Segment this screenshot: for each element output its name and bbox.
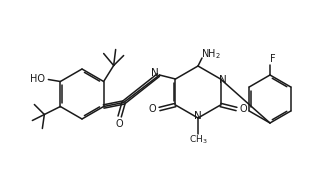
Text: F: F <box>270 54 276 64</box>
Text: O: O <box>116 119 124 128</box>
Text: O: O <box>240 104 247 114</box>
Text: N: N <box>194 111 202 121</box>
Text: O: O <box>149 104 156 114</box>
Text: CH$_3$: CH$_3$ <box>189 134 207 146</box>
Text: HO: HO <box>30 74 45 85</box>
Text: NH$_2$: NH$_2$ <box>201 47 221 61</box>
Text: N: N <box>219 75 227 85</box>
Text: N: N <box>150 68 158 78</box>
